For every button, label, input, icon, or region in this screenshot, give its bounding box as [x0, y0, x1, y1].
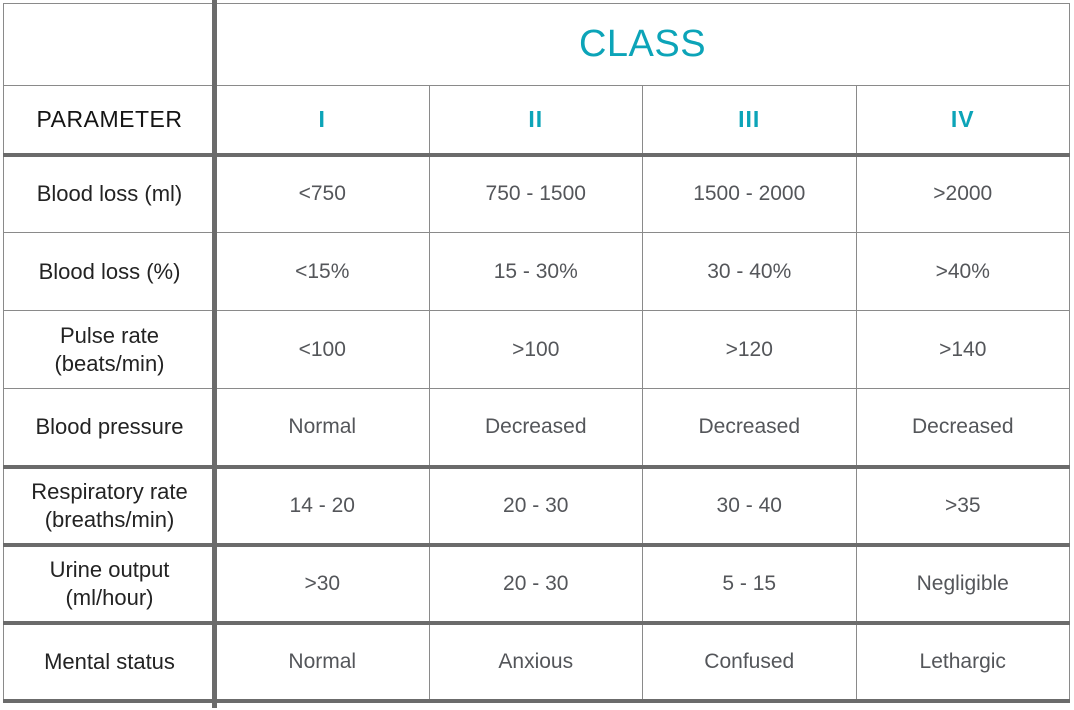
- parameter-label-line1: Mental status: [44, 648, 175, 674]
- value-cell: Normal: [215, 388, 430, 469]
- value-cell: Confused: [642, 622, 857, 703]
- class-column-iv: IV: [855, 85, 1070, 157]
- value-cell: 750 - 1500: [428, 154, 643, 233]
- value-cell: 20 - 30: [428, 544, 643, 625]
- parameter-label-line2: (beats/min): [54, 350, 165, 376]
- value-cell: Anxious: [428, 622, 643, 703]
- parameter-label-line1: Blood pressure: [35, 413, 184, 439]
- value-cell: Decreased: [428, 388, 643, 469]
- value-cell: >30: [215, 544, 430, 625]
- parameter-label: Blood loss (%): [3, 232, 216, 311]
- value-cell: 20 - 30: [428, 466, 643, 547]
- parameter-label-line1: Blood loss (%): [38, 258, 181, 284]
- parameter-label: Urine output (ml/hour): [3, 544, 216, 625]
- column-header-row: PARAMETER I II III IV: [3, 85, 1070, 157]
- parameter-label: Blood pressure: [3, 388, 216, 469]
- value-cell: 30 - 40: [642, 466, 857, 547]
- parameter-label: Mental status: [3, 622, 216, 703]
- value-cell: Lethargic: [855, 622, 1070, 703]
- row-respiratory-rate: Respiratory rate (breaths/min) 14 - 20 2…: [3, 466, 1070, 547]
- value-cell: 15 - 30%: [428, 232, 643, 311]
- parameter-label-line2: (ml/hour): [65, 584, 154, 610]
- value-cell: >2000: [855, 154, 1070, 233]
- row-urine-output: Urine output (ml/hour) >30 20 - 30 5 - 1…: [3, 544, 1070, 625]
- row-blood-pressure: Blood pressure Normal Decreased Decrease…: [3, 388, 1070, 469]
- value-cell: >120: [642, 310, 857, 389]
- parameter-label-line2: (breaths/min): [44, 506, 175, 532]
- row-pulse-rate: Pulse rate (beats/min) <100 >100 >120 >1…: [3, 310, 1070, 389]
- value-cell: <100: [215, 310, 430, 389]
- value-cell: 5 - 15: [642, 544, 857, 625]
- value-cell: Normal: [215, 622, 430, 703]
- value-cell: <750: [215, 154, 430, 233]
- value-cell: <15%: [215, 232, 430, 311]
- value-cell: 14 - 20: [215, 466, 430, 547]
- value-cell: >35: [855, 466, 1070, 547]
- value-cell: 30 - 40%: [642, 232, 857, 311]
- empty-corner-cell: [3, 3, 216, 86]
- class-title-row: CLASS: [3, 3, 1070, 86]
- parameter-label: Blood loss (ml): [3, 154, 216, 233]
- parameter-label-line1: Urine output: [49, 556, 170, 582]
- row-mental-status: Mental status Normal Anxious Confused Le…: [3, 622, 1070, 703]
- shock-class-table: CLASS PARAMETER I II III IV Blood loss (…: [3, 3, 1070, 703]
- parameter-label-line1: Respiratory rate: [31, 478, 188, 504]
- row-blood-loss-pct: Blood loss (%) <15% 15 - 30% 30 - 40% >4…: [3, 232, 1070, 311]
- value-cell: >40%: [855, 232, 1070, 311]
- value-cell: Decreased: [855, 388, 1070, 469]
- class-column-i: I: [215, 85, 430, 157]
- class-column-ii: II: [428, 85, 643, 157]
- value-cell: Decreased: [642, 388, 857, 469]
- parameter-label-line1: Pulse rate: [59, 322, 160, 348]
- parameter-label: Respiratory rate (breaths/min): [3, 466, 216, 547]
- row-blood-loss-ml: Blood loss (ml) <750 750 - 1500 1500 - 2…: [3, 154, 1070, 233]
- value-cell: >100: [428, 310, 643, 389]
- parameter-column-divider: [212, 0, 217, 708]
- value-cell: >140: [855, 310, 1070, 389]
- class-column-iii: III: [642, 85, 857, 157]
- parameter-label-line1: Blood loss (ml): [36, 181, 183, 207]
- value-cell: Negligible: [855, 544, 1070, 625]
- class-header: CLASS: [215, 3, 1070, 86]
- parameter-label: Pulse rate (beats/min): [3, 310, 216, 389]
- parameter-header: PARAMETER: [3, 85, 216, 157]
- value-cell: 1500 - 2000: [642, 154, 857, 233]
